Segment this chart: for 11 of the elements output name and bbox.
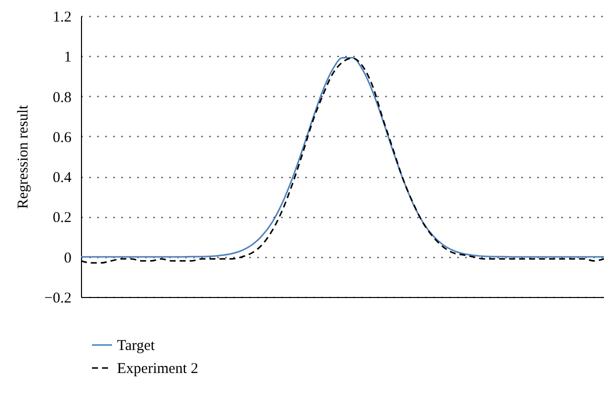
y-tick-label: 0 [64, 250, 72, 266]
y-tick-label: 0.2 [52, 210, 72, 226]
legend-label: Target [117, 338, 156, 354]
y-tick-label: 1.2 [52, 10, 72, 26]
y-tick-label: 0.8 [52, 90, 72, 106]
y-tick-label: 1 [64, 50, 72, 66]
y-tick-label: 0.4 [52, 170, 72, 186]
legend-label: Experiment 2 [117, 361, 198, 377]
y-tick-label: 0.6 [52, 130, 72, 146]
y-axis-title: Regression result [15, 104, 32, 209]
y-tick-label: −0.2 [44, 290, 72, 306]
